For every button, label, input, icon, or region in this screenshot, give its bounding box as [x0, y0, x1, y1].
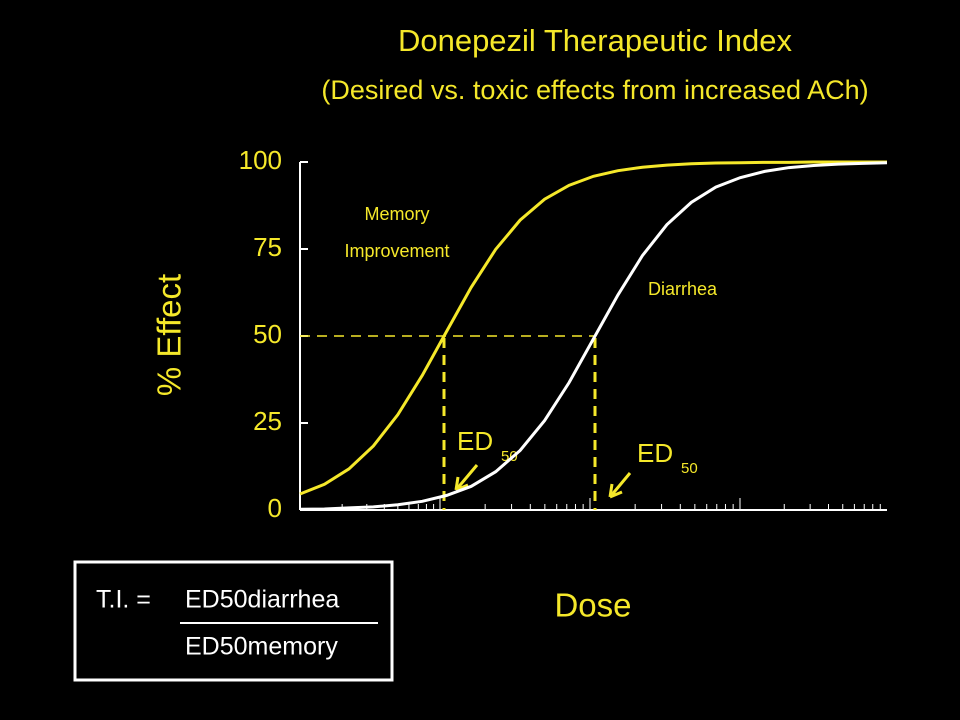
formula-lhs: T.I. =	[96, 586, 151, 614]
y-tick-label: 100	[239, 145, 282, 175]
ed-subscript: 50	[501, 448, 518, 465]
y-tick-label: 75	[253, 232, 282, 262]
chart-title: Donepezil Therapeutic Index	[398, 23, 793, 58]
annotation: Improvement	[344, 241, 449, 261]
ed-label: ED	[637, 438, 673, 468]
formula-denominator: ED50memory	[185, 633, 338, 661]
y-tick-label: 50	[253, 319, 282, 349]
x-axis-label: Dose	[554, 587, 631, 624]
arrows	[454, 464, 632, 499]
series-line	[299, 160, 887, 496]
arrow	[608, 472, 632, 499]
y-tick-label: 25	[253, 406, 282, 436]
ed-subscript: 50	[681, 460, 698, 477]
series-line	[299, 161, 888, 511]
annotation: Diarrhea	[648, 279, 718, 299]
formula-box	[73, 560, 394, 682]
formula-numerator: ED50diarrhea	[185, 586, 339, 614]
annotation: Memory	[364, 204, 429, 224]
y-axis-label: % Effect	[151, 274, 188, 396]
chart-subtitle: (Desired vs. toxic effects from increase…	[321, 75, 868, 105]
arrow	[454, 464, 479, 492]
y-tick-label: 0	[268, 493, 282, 523]
ed-label: ED	[457, 426, 493, 456]
